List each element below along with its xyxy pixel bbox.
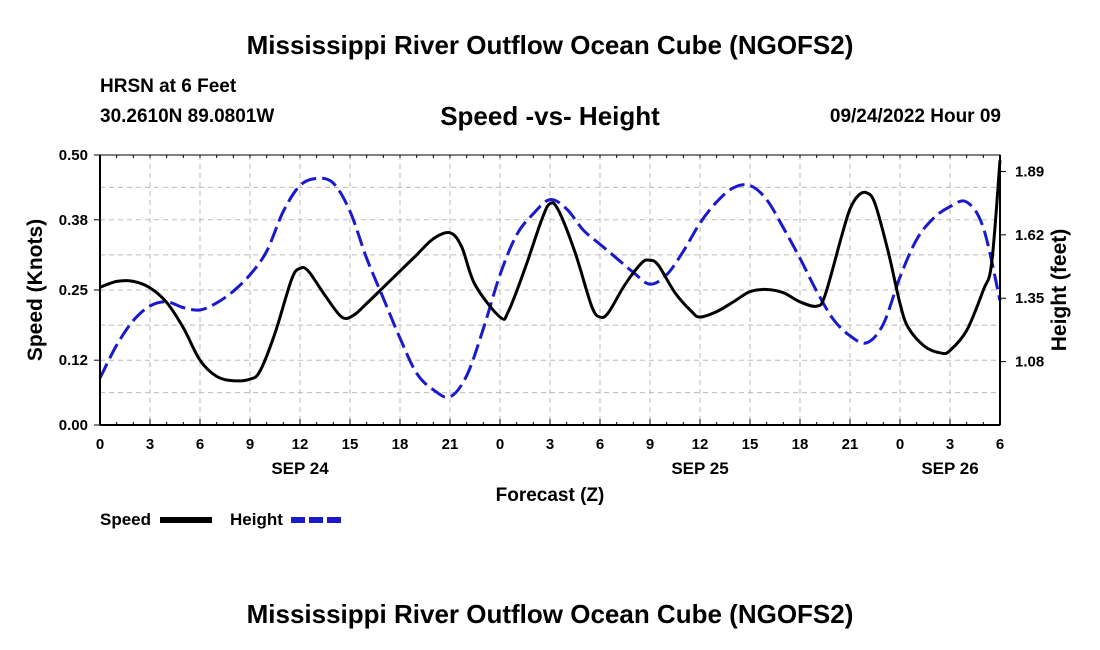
y-axis-right-label: Height (feet) [1048, 229, 1071, 352]
y-axis-left-label: Speed (Knots) [24, 219, 47, 361]
x-tick-label: 21 [842, 436, 859, 453]
y-left-tick-label: 0.50 [59, 147, 88, 164]
x-tick-label: 15 [342, 436, 359, 453]
date-label: SEP 25 [671, 459, 728, 478]
x-tick-label: 15 [742, 436, 759, 453]
date-label: SEP 24 [271, 459, 329, 478]
x-tick-label: 0 [896, 436, 904, 453]
legend-height-label: Height [230, 510, 283, 529]
x-tick-label: 3 [146, 436, 154, 453]
chart-title: Speed -vs- Height [440, 101, 660, 131]
y-right-tick-label: 1.62 [1015, 227, 1044, 244]
station-coordinates: 30.2610N 89.0801W [100, 106, 275, 127]
x-tick-label: 21 [442, 436, 459, 453]
x-tick-label: 9 [646, 436, 654, 453]
y-left-tick-label: 0.00 [59, 417, 88, 434]
date-label: SEP 26 [921, 459, 978, 478]
x-tick-label: 12 [292, 436, 309, 453]
x-tick-label: 0 [496, 436, 504, 453]
series-speed-line [99, 160, 1002, 383]
x-tick-label: 18 [792, 436, 809, 453]
x-tick-label: 0 [96, 436, 104, 453]
station-name: HRSN at 6 Feet [100, 76, 237, 97]
x-tick-label: 3 [546, 436, 554, 453]
x-tick-label: 12 [692, 436, 709, 453]
y-left-tick-label: 0.38 [59, 212, 88, 229]
x-axis-label: Forecast (Z) [496, 485, 605, 506]
forecast-date: 09/24/2022 Hour 09 [829, 106, 1001, 127]
y-right-tick-label: 1.35 [1015, 290, 1044, 307]
x-tick-label: 3 [946, 436, 954, 453]
tick-labels: 0 3 6 9 12 15 18 21 0 3 6 9 12 15 18 21 0 3 6 0.00 0.12 0.25 0… [59, 147, 1044, 478]
y-left-tick-label: 0.12 [59, 352, 88, 369]
series-height-line [98, 176, 1002, 399]
y-right-tick-label: 1.08 [1015, 354, 1044, 371]
legend: Speed Height [100, 510, 342, 529]
x-tick-label: 9 [246, 436, 254, 453]
x-tick-label: 18 [392, 436, 409, 453]
x-tick-label: 6 [196, 436, 204, 453]
y-left-tick-label: 0.25 [59, 282, 88, 299]
main-title-bottom: Mississippi River Outflow Ocean Cube (NG… [246, 599, 854, 629]
main-title: Mississippi River Outflow Ocean Cube (NG… [246, 30, 854, 60]
x-tick-label: 6 [996, 436, 1004, 453]
series-layer [98, 160, 1002, 399]
x-tick-label: 6 [596, 436, 604, 453]
legend-speed-label: Speed [100, 510, 151, 529]
y-right-tick-label: 1.89 [1015, 163, 1044, 180]
